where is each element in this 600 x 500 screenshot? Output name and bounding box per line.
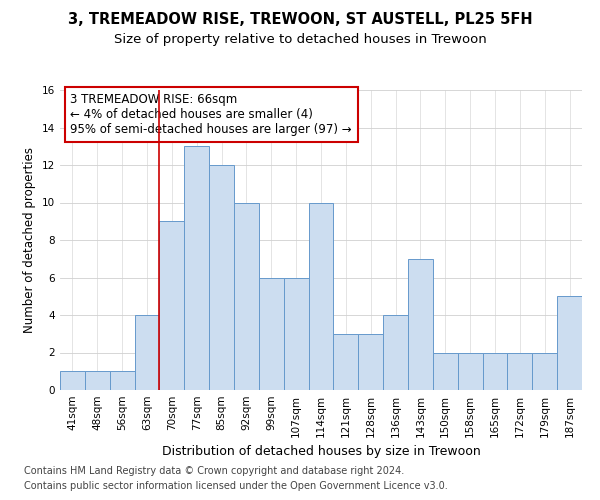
Text: 3 TREMEADOW RISE: 66sqm
← 4% of detached houses are smaller (4)
95% of semi-deta: 3 TREMEADOW RISE: 66sqm ← 4% of detached…: [70, 93, 352, 136]
Bar: [85, 371, 110, 390]
Text: 3, TREMEADOW RISE, TREWOON, ST AUSTELL, PL25 5FH: 3, TREMEADOW RISE, TREWOON, ST AUSTELL, …: [68, 12, 532, 28]
Bar: [383, 315, 408, 390]
Bar: [259, 278, 284, 390]
Bar: [358, 334, 383, 390]
Bar: [60, 371, 85, 390]
Bar: [110, 371, 134, 390]
Bar: [508, 352, 532, 390]
Text: Size of property relative to detached houses in Trewoon: Size of property relative to detached ho…: [113, 32, 487, 46]
Text: Contains HM Land Registry data © Crown copyright and database right 2024.: Contains HM Land Registry data © Crown c…: [24, 466, 404, 476]
Bar: [308, 202, 334, 390]
Bar: [234, 202, 259, 390]
Bar: [532, 352, 557, 390]
Y-axis label: Number of detached properties: Number of detached properties: [23, 147, 37, 333]
X-axis label: Distribution of detached houses by size in Trewoon: Distribution of detached houses by size …: [161, 446, 481, 458]
Bar: [134, 315, 160, 390]
Bar: [557, 296, 582, 390]
Bar: [284, 278, 308, 390]
Bar: [160, 221, 184, 390]
Bar: [458, 352, 482, 390]
Bar: [408, 259, 433, 390]
Bar: [334, 334, 358, 390]
Text: Contains public sector information licensed under the Open Government Licence v3: Contains public sector information licen…: [24, 481, 448, 491]
Bar: [184, 146, 209, 390]
Bar: [209, 165, 234, 390]
Bar: [482, 352, 508, 390]
Bar: [433, 352, 458, 390]
